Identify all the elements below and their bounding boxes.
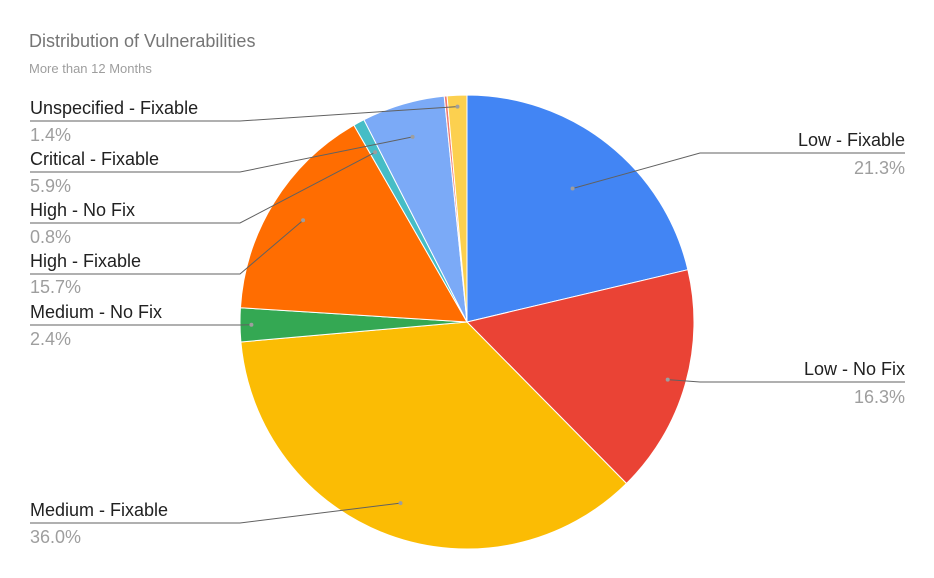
leader-dot <box>570 186 575 191</box>
slice-percentage: 0.8% <box>30 227 71 247</box>
leader-dot <box>249 322 254 327</box>
slice-percentage: 15.7% <box>30 277 81 297</box>
leader-dot <box>455 104 460 109</box>
chart-title: Distribution of Vulnerabilities <box>29 31 256 51</box>
slice-label: Critical - Fixable <box>30 149 159 169</box>
slice-percentage: 5.9% <box>30 176 71 196</box>
slice-label: High - No Fix <box>30 200 135 220</box>
leader-line <box>30 151 376 224</box>
chart-subtitle: More than 12 Months <box>29 61 152 76</box>
pie-slices <box>239 94 695 550</box>
pie-slice-unspecified-fixable <box>446 94 468 323</box>
slice-label: High - Fixable <box>30 251 141 271</box>
pie-slice-high-fixable <box>239 124 468 323</box>
leader-dot <box>373 150 378 155</box>
slice-percentage: 21.3% <box>854 158 905 178</box>
leader-dot <box>410 134 415 139</box>
slice-label: Medium - Fixable <box>30 500 168 520</box>
leader-line <box>30 136 413 173</box>
slice-label: Medium - No Fix <box>30 302 162 322</box>
leader-dot <box>398 501 403 506</box>
leader-line <box>667 379 905 383</box>
pie-slice-medium-fixable <box>240 321 628 550</box>
leader-line <box>30 106 458 122</box>
pie-slice-low-no-fix <box>466 269 695 485</box>
slice-percentage: 2.4% <box>30 329 71 349</box>
slice-percentage: 1.4% <box>30 125 71 145</box>
pie-slice-low-fixable <box>466 94 689 323</box>
pie-labels: Low - Fixable 21.3% Low - No Fix 16.3% Mediu… <box>30 98 905 547</box>
slice-percentage: 16.3% <box>854 387 905 407</box>
slice-label: Low - Fixable <box>798 130 905 150</box>
leader-line <box>572 152 905 189</box>
leader-line <box>30 502 401 524</box>
leader-dot <box>665 377 670 382</box>
slice-percentage: 36.0% <box>30 527 81 547</box>
slice-label: Low - No Fix <box>804 359 905 379</box>
slice-label: Unspecified - Fixable <box>30 98 198 118</box>
leader-dot <box>301 218 306 223</box>
leader-line <box>30 219 304 275</box>
